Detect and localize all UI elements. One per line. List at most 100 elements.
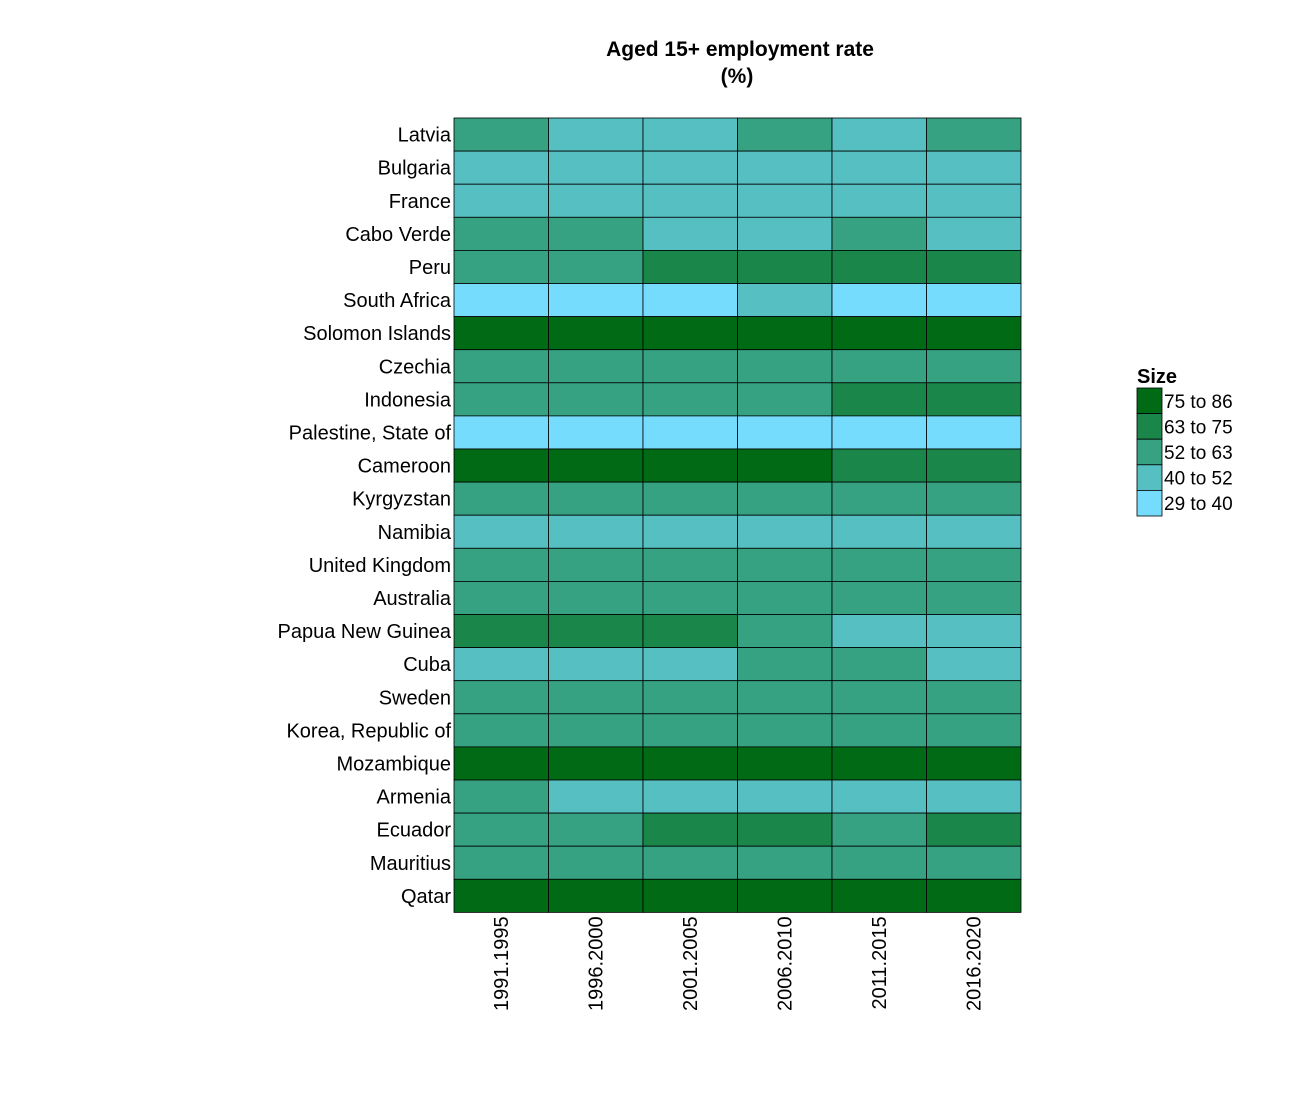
heatmap-cell bbox=[453, 878, 549, 913]
row-label: Bulgaria bbox=[378, 158, 452, 180]
heatmap-cell bbox=[642, 878, 738, 913]
heatmap-cell bbox=[926, 547, 1022, 582]
row-label: Mozambique bbox=[336, 753, 451, 775]
heatmap-cell bbox=[737, 547, 833, 582]
heatmap-cell bbox=[548, 514, 644, 549]
heatmap-cell bbox=[831, 183, 927, 218]
heatmap-cell bbox=[548, 547, 644, 582]
heatmap-cell bbox=[453, 647, 549, 682]
row-label: France bbox=[389, 191, 451, 213]
heatmap-cell bbox=[642, 117, 738, 152]
legend-swatch bbox=[1136, 413, 1163, 440]
heatmap-cell bbox=[831, 845, 927, 880]
heatmap-cell bbox=[548, 647, 644, 682]
heatmap-cell bbox=[548, 680, 644, 715]
heatmap-cell bbox=[642, 481, 738, 516]
heatmap-cell bbox=[642, 316, 738, 351]
heatmap-cell bbox=[548, 216, 644, 251]
heatmap-cell bbox=[831, 746, 927, 781]
column-label: 1991.1995 bbox=[491, 916, 513, 1011]
row-label: Mauritius bbox=[370, 853, 451, 875]
heatmap-cell bbox=[642, 183, 738, 218]
heatmap-cell bbox=[642, 283, 738, 317]
heatmap-cell bbox=[642, 647, 738, 682]
heatmap-cell bbox=[737, 216, 833, 251]
heatmap-cell bbox=[548, 448, 644, 483]
heatmap-cell bbox=[548, 183, 644, 218]
heatmap-cell bbox=[453, 746, 549, 781]
heatmap-cell bbox=[926, 415, 1022, 450]
heatmap-cell bbox=[548, 614, 644, 648]
row-label: Armenia bbox=[377, 787, 452, 809]
heatmap-cell bbox=[453, 382, 549, 417]
heatmap-cell bbox=[453, 812, 549, 847]
heatmap-cell bbox=[548, 249, 644, 284]
heatmap-cell bbox=[548, 812, 644, 847]
row-labels: Latvia Bulgaria France Cabo Verde Peru South … bbox=[278, 125, 452, 908]
legend-swatch bbox=[1136, 489, 1163, 517]
row-label: Czechia bbox=[379, 356, 452, 378]
heatmap-cell bbox=[926, 514, 1022, 549]
heatmap-cell bbox=[737, 117, 833, 152]
heatmap-cell bbox=[737, 647, 833, 682]
heatmap-cell bbox=[453, 713, 549, 748]
heatmap-cell bbox=[453, 216, 549, 251]
heatmap-cell bbox=[642, 514, 738, 549]
heatmap-cell bbox=[831, 614, 927, 648]
heatmap-cell bbox=[737, 448, 833, 483]
heatmap-cell bbox=[548, 746, 644, 781]
heatmap-cell bbox=[831, 382, 927, 417]
heatmap-cell bbox=[453, 614, 549, 648]
row-label: Palestine, State of bbox=[289, 422, 452, 444]
heatmap-cell bbox=[642, 216, 738, 251]
heatmap-cell bbox=[926, 581, 1022, 615]
heatmap-cell bbox=[642, 382, 738, 417]
heatmap-cell bbox=[926, 316, 1022, 351]
heatmap-cell bbox=[926, 779, 1022, 814]
heatmap-cell bbox=[453, 779, 549, 814]
legend-swatch bbox=[1136, 438, 1163, 466]
row-label: Namibia bbox=[378, 522, 452, 544]
row-label: Sweden bbox=[379, 687, 451, 709]
row-label: Cuba bbox=[403, 654, 452, 676]
column-labels: 1991.1995 1996.2000 2001.2005 2006.2010 2011… bbox=[491, 916, 986, 1011]
row-label: Papua New Guinea bbox=[278, 621, 452, 643]
legend-swatch bbox=[1136, 464, 1163, 491]
heatmap-cell bbox=[926, 680, 1022, 715]
heatmap-cell bbox=[831, 349, 927, 384]
heatmap-cell bbox=[453, 514, 549, 549]
heatmap-cell bbox=[926, 713, 1022, 748]
legend-title: Size bbox=[1137, 366, 1177, 388]
heatmap-cell bbox=[737, 581, 833, 615]
column-label: 2001.2005 bbox=[680, 916, 702, 1011]
heatmap-cell bbox=[926, 647, 1022, 682]
heatmap-cell bbox=[737, 779, 833, 814]
heatmap-cell bbox=[831, 249, 927, 284]
row-label: Australia bbox=[373, 588, 452, 610]
heatmap-cell bbox=[642, 581, 738, 615]
heatmap-cell bbox=[737, 481, 833, 516]
row-label: United Kingdom bbox=[309, 555, 451, 577]
legend-swatch bbox=[1136, 387, 1163, 415]
heatmap-cell bbox=[453, 581, 549, 615]
heatmap-cell bbox=[548, 713, 644, 748]
heatmap-cell bbox=[453, 117, 549, 152]
heatmap-cell bbox=[926, 448, 1022, 483]
row-label: Indonesia bbox=[364, 389, 452, 411]
column-label: 2011.2015 bbox=[869, 916, 891, 1009]
row-label: Korea, Republic of bbox=[286, 720, 451, 742]
column-label: 1996.2000 bbox=[586, 916, 608, 1011]
heatmap-cell bbox=[737, 249, 833, 284]
heatmap-cell bbox=[642, 779, 738, 814]
heatmap-cell bbox=[926, 349, 1022, 384]
heatmap-cell bbox=[926, 183, 1022, 218]
heatmap-cell bbox=[831, 547, 927, 582]
heatmap-cell bbox=[831, 581, 927, 615]
heatmap-cell bbox=[642, 349, 738, 384]
heatmap-cell bbox=[737, 415, 833, 450]
heatmap-cell bbox=[548, 779, 644, 814]
heatmap-cell bbox=[831, 448, 927, 483]
legend: Size 75 to 86 63 to 75 52 to 63 40 to 52 29 … bbox=[1136, 366, 1233, 517]
heatmap-cell bbox=[642, 448, 738, 483]
heatmap-cell bbox=[642, 415, 738, 450]
